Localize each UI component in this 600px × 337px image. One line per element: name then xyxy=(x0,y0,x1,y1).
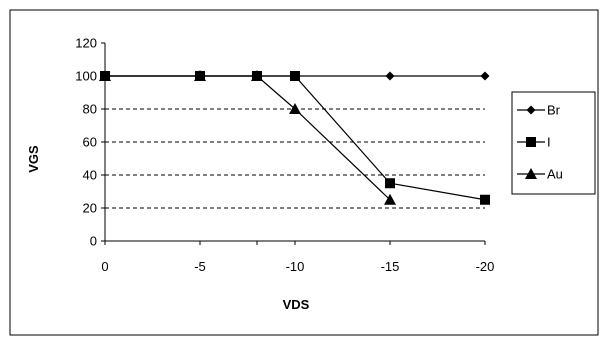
legend-label-I: I xyxy=(547,135,551,150)
chart-area-border xyxy=(9,9,599,336)
series-Au xyxy=(99,70,396,205)
point-I-4 xyxy=(385,178,395,189)
x-tick-label--20: -20 xyxy=(476,259,495,274)
y-tick-label-100: 100 xyxy=(75,69,97,84)
x-tick-label--5: -5 xyxy=(194,259,206,274)
legend-marker-Au xyxy=(525,168,537,179)
x-axis-title: VDS xyxy=(283,297,310,312)
legend-label-Br: Br xyxy=(547,103,561,118)
y-tick-label-80: 80 xyxy=(83,102,97,117)
y-tick-label-20: 20 xyxy=(83,201,97,216)
point-Au-2 xyxy=(251,70,263,81)
legend: Br I Au xyxy=(511,91,596,195)
point-I-3 xyxy=(290,71,300,81)
x-tick-label--15: -15 xyxy=(381,259,400,274)
point-Au-0 xyxy=(99,70,111,81)
legend-item-I: I xyxy=(517,135,551,150)
legend-item-Br: Br xyxy=(517,103,561,118)
legend-marker-I xyxy=(526,137,536,147)
point-Au-4 xyxy=(384,193,396,205)
legend-label-Au: Au xyxy=(547,167,563,182)
y-tick-label-40: 40 xyxy=(83,168,97,183)
x-tick-label-0: 0 xyxy=(101,259,108,274)
point-I-5 xyxy=(480,194,490,205)
x-tick-label--10: -10 xyxy=(286,259,305,274)
series xyxy=(99,70,490,205)
y-axis-title: VGS xyxy=(26,145,41,173)
point-Au-3 xyxy=(289,103,301,114)
point-Br-4 xyxy=(385,71,395,81)
y-tick-label-0: 0 xyxy=(90,234,97,249)
legend-item-Au: Au xyxy=(517,167,563,182)
legend-box xyxy=(511,91,596,195)
point-Br-5 xyxy=(480,71,490,81)
point-Au-1 xyxy=(194,70,206,81)
y-tick-label-120: 120 xyxy=(75,36,97,51)
legend-marker-Br xyxy=(526,105,536,115)
y-tick-label-60: 60 xyxy=(83,135,97,150)
